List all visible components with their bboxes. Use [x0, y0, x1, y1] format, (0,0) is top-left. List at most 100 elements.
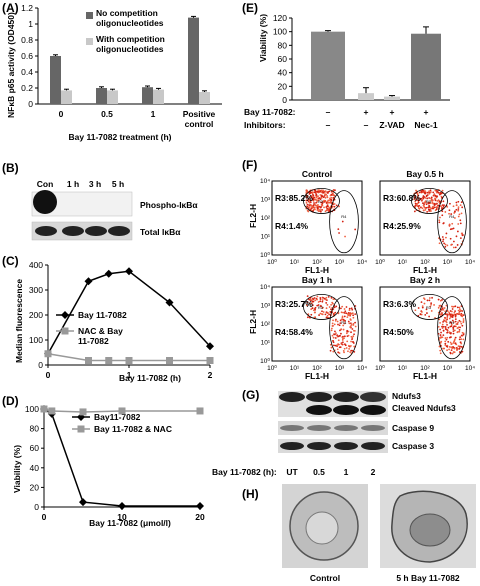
flow-event — [439, 328, 442, 331]
panel-c-xtick-label: 1 — [127, 370, 132, 380]
flow-event — [352, 335, 355, 338]
blot-b-lane-1h: 1 h — [67, 179, 79, 189]
blot-b-lane-5h: 5 h — [112, 179, 124, 189]
flow-event — [444, 211, 447, 213]
panel-e-row2-value: – — [364, 120, 369, 130]
flow-event — [460, 322, 463, 325]
flow-event — [450, 346, 453, 349]
flow-event — [423, 203, 426, 205]
flow-event — [312, 198, 315, 201]
panel-c-xtick-label: 0 — [46, 370, 51, 380]
flow-event — [313, 297, 316, 299]
flow-event — [461, 310, 464, 312]
flow-event — [329, 194, 332, 197]
flow-event — [428, 210, 431, 212]
flow-event — [308, 204, 311, 207]
panel-a-bar — [199, 92, 210, 104]
flow-event — [461, 313, 463, 316]
flow-event — [446, 318, 448, 321]
flow-event — [444, 344, 447, 347]
flow-event — [343, 315, 346, 318]
blot-b-row-phospho: Phospho-IκBα — [140, 200, 198, 210]
flow-event — [437, 204, 439, 207]
flow-event — [449, 325, 452, 328]
flow-event — [330, 303, 333, 306]
panel-a-bar — [61, 90, 72, 104]
panel-a-bar — [188, 17, 199, 105]
flow-event — [324, 196, 327, 199]
panel-e-plot: 0 20 40 60 80 100 120 — [273, 13, 450, 105]
flow-event — [442, 325, 445, 328]
flow-event — [332, 302, 334, 305]
flow-gate-r4-name: R4 — [449, 214, 455, 219]
flow-event — [427, 208, 430, 211]
flow-event — [334, 319, 337, 322]
flow-event — [454, 336, 457, 339]
flow-event — [442, 238, 445, 241]
panel-c-ytick-label: 100 — [29, 335, 43, 345]
flow-event — [446, 345, 449, 348]
panel-e-ytick-label: 40 — [278, 68, 288, 78]
flow-r3-value: R3:25.7% — [275, 299, 313, 309]
flow-event — [321, 299, 324, 301]
panel-c-point — [206, 342, 214, 351]
flow-event — [331, 334, 334, 337]
flow-event — [427, 202, 430, 204]
flow-event — [349, 325, 352, 328]
flow-event — [311, 307, 314, 310]
flow-event — [426, 299, 429, 302]
flow-event — [451, 352, 454, 355]
panel-a-xtick-label: 1 — [151, 109, 156, 119]
flow-event — [333, 312, 336, 315]
flow-event — [450, 323, 453, 326]
panel-e-bar — [358, 93, 374, 100]
flow-event — [325, 302, 328, 304]
flow-event — [350, 335, 353, 338]
flow-event — [457, 206, 460, 209]
flow-event — [457, 200, 460, 203]
flow-event — [319, 210, 322, 213]
flow-gate-r3-name: R3 — [426, 199, 432, 204]
flow-event — [350, 349, 353, 352]
flow-event — [312, 197, 315, 200]
flow-plot-title: Bay 2 h — [410, 275, 440, 285]
flow-event — [454, 246, 457, 249]
flow-event — [321, 208, 324, 211]
flow-event — [329, 311, 332, 313]
flow-gate-r3-name: R3 — [318, 199, 324, 204]
flow-event — [457, 309, 460, 312]
flow-event — [330, 196, 333, 199]
flow-event — [335, 332, 337, 335]
panel-c-point — [44, 350, 52, 358]
flow-event — [329, 200, 332, 203]
flow-event — [306, 301, 309, 304]
flow-event — [439, 304, 442, 307]
panel-a-bar — [142, 87, 153, 104]
flow-r4-value: R4:25.9% — [383, 221, 421, 231]
flow-event — [413, 210, 416, 213]
flow-event — [454, 318, 457, 321]
flow-event — [339, 322, 342, 325]
flow-event — [353, 333, 355, 336]
flow-event — [439, 349, 442, 352]
flow-event — [460, 334, 463, 337]
flow-event — [314, 306, 317, 309]
flow-yaxis-label: FL2-H — [248, 204, 258, 228]
flow-xtick-label: 10⁴ — [465, 365, 475, 372]
flow-event — [446, 244, 449, 247]
flow-event — [340, 307, 342, 310]
flow-event — [330, 198, 332, 201]
flow-event — [439, 299, 442, 302]
flow-xtick-label: 10³ — [335, 259, 345, 266]
flow-event — [310, 207, 313, 210]
panel-a-axes: 0 0.2 0.4 0.6 0.8 1 1.2 0 0.5 1 Positive control — [21, 3, 222, 129]
flow-event — [456, 244, 459, 246]
panel-c-ylabel: Median fluorescence — [14, 279, 24, 363]
flow-event — [462, 321, 465, 324]
flow-xtick-label: 10⁴ — [357, 365, 367, 372]
flow-event — [432, 207, 435, 210]
flow-event — [325, 298, 327, 301]
flow-event — [448, 317, 451, 320]
flow-event — [336, 320, 339, 323]
flow-xtick-label: 10¹ — [398, 365, 408, 372]
